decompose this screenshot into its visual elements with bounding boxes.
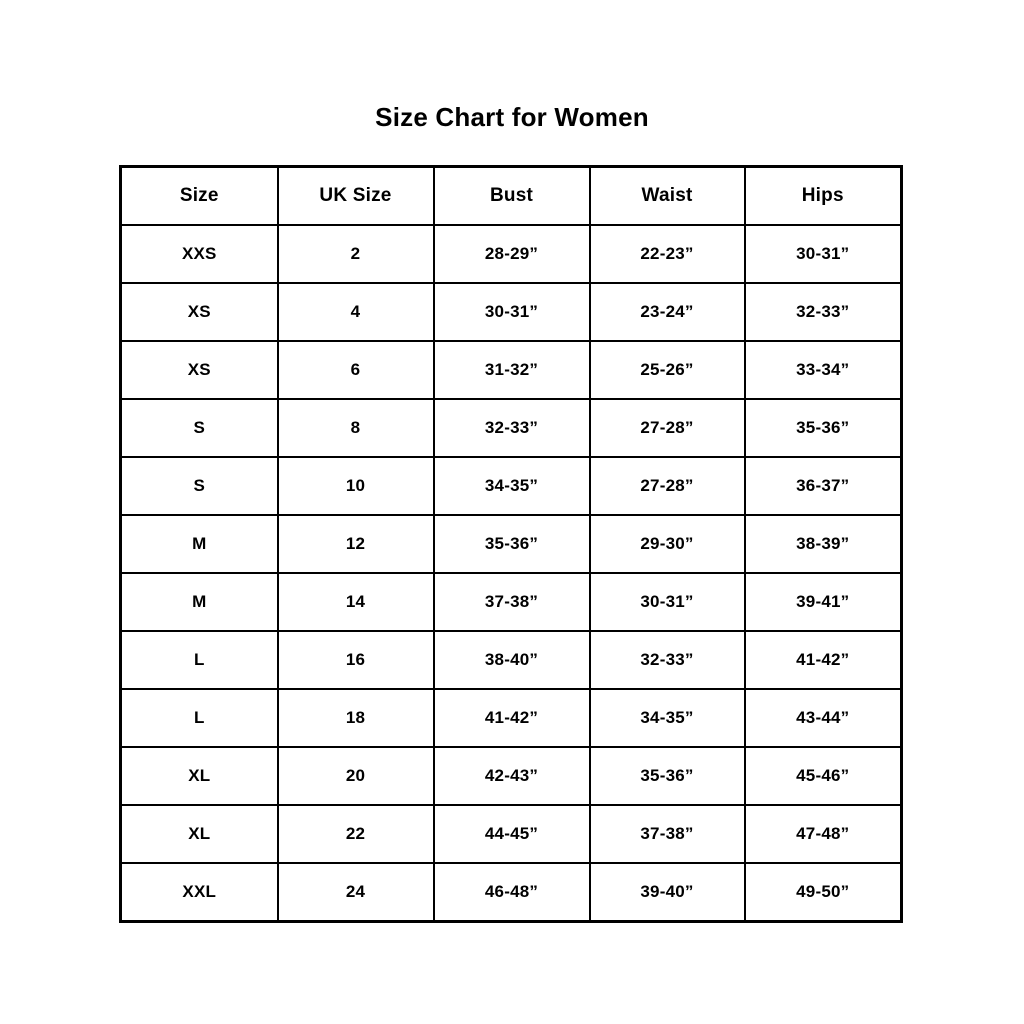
cell-waist: 22-23”: [588, 224, 746, 284]
cell-uk-size: 20: [276, 746, 435, 806]
cell-bust: 46-48”: [432, 862, 591, 923]
cell-bust: 44-45”: [432, 804, 591, 864]
cell-bust: 28-29”: [432, 224, 591, 284]
cell-bust: 32-33”: [432, 398, 591, 458]
table-row: L 18 41-42” 34-35” 43-44”: [119, 688, 903, 748]
column-header-size: Size: [119, 165, 279, 226]
cell-size: XXS: [119, 224, 279, 284]
size-chart-table: Size UK Size Bust Waist Hips XXS 2 28-29…: [119, 165, 903, 923]
cell-uk-size: 6: [276, 340, 435, 400]
cell-bust: 30-31”: [432, 282, 591, 342]
cell-waist: 34-35”: [588, 688, 746, 748]
cell-uk-size: 2: [276, 224, 435, 284]
cell-size: XL: [119, 804, 279, 864]
table-row: L 16 38-40” 32-33” 41-42”: [119, 630, 903, 690]
table-row: XS 4 30-31” 23-24” 32-33”: [119, 282, 903, 342]
table-row: XS 6 31-32” 25-26” 33-34”: [119, 340, 903, 400]
cell-hips: 33-34”: [743, 340, 903, 400]
cell-uk-size: 14: [276, 572, 435, 632]
cell-uk-size: 16: [276, 630, 435, 690]
cell-uk-size: 12: [276, 514, 435, 574]
table-row: XXS 2 28-29” 22-23” 30-31”: [119, 224, 903, 284]
cell-size: S: [119, 456, 279, 516]
cell-size: XS: [119, 282, 279, 342]
cell-hips: 49-50”: [743, 862, 903, 923]
cell-size: M: [119, 572, 279, 632]
cell-hips: 45-46”: [743, 746, 903, 806]
cell-hips: 38-39”: [743, 514, 903, 574]
cell-bust: 34-35”: [432, 456, 591, 516]
cell-hips: 43-44”: [743, 688, 903, 748]
cell-uk-size: 18: [276, 688, 435, 748]
cell-hips: 47-48”: [743, 804, 903, 864]
table-row: M 12 35-36” 29-30” 38-39”: [119, 514, 903, 574]
cell-size: M: [119, 514, 279, 574]
cell-bust: 31-32”: [432, 340, 591, 400]
cell-size: L: [119, 630, 279, 690]
cell-uk-size: 8: [276, 398, 435, 458]
cell-hips: 30-31”: [743, 224, 903, 284]
table-row: XXL 24 46-48” 39-40” 49-50”: [119, 862, 903, 923]
cell-waist: 39-40”: [588, 862, 746, 923]
cell-size: L: [119, 688, 279, 748]
cell-waist: 27-28”: [588, 398, 746, 458]
table-header: Size UK Size Bust Waist Hips: [119, 165, 903, 226]
page-title: Size Chart for Women: [375, 102, 649, 132]
size-chart-table-container: Size UK Size Bust Waist Hips XXS 2 28-29…: [119, 165, 903, 923]
column-header-uk-size: UK Size: [276, 165, 435, 226]
table-body: XXS 2 28-29” 22-23” 30-31” XS 4 30-31” 2…: [119, 224, 903, 923]
cell-hips: 41-42”: [743, 630, 903, 690]
column-header-bust: Bust: [432, 165, 591, 226]
cell-hips: 32-33”: [743, 282, 903, 342]
cell-hips: 35-36”: [743, 398, 903, 458]
cell-bust: 41-42”: [432, 688, 591, 748]
table-row: S 10 34-35” 27-28” 36-37”: [119, 456, 903, 516]
cell-size: XS: [119, 340, 279, 400]
table-row: S 8 32-33” 27-28” 35-36”: [119, 398, 903, 458]
column-header-hips: Hips: [743, 165, 903, 226]
table-row: M 14 37-38” 30-31” 39-41”: [119, 572, 903, 632]
cell-waist: 29-30”: [588, 514, 746, 574]
cell-waist: 35-36”: [588, 746, 746, 806]
cell-size: S: [119, 398, 279, 458]
table-row: XL 20 42-43” 35-36” 45-46”: [119, 746, 903, 806]
cell-waist: 23-24”: [588, 282, 746, 342]
cell-bust: 35-36”: [432, 514, 591, 574]
cell-uk-size: 4: [276, 282, 435, 342]
cell-hips: 36-37”: [743, 456, 903, 516]
cell-waist: 37-38”: [588, 804, 746, 864]
column-header-waist: Waist: [588, 165, 746, 226]
cell-uk-size: 24: [276, 862, 435, 923]
cell-waist: 25-26”: [588, 340, 746, 400]
cell-hips: 39-41”: [743, 572, 903, 632]
cell-bust: 42-43”: [432, 746, 591, 806]
table-header-row: Size UK Size Bust Waist Hips: [119, 165, 903, 226]
cell-bust: 38-40”: [432, 630, 591, 690]
cell-waist: 30-31”: [588, 572, 746, 632]
cell-waist: 32-33”: [588, 630, 746, 690]
cell-uk-size: 22: [276, 804, 435, 864]
cell-size: XXL: [119, 862, 279, 923]
table-row: XL 22 44-45” 37-38” 47-48”: [119, 804, 903, 864]
cell-waist: 27-28”: [588, 456, 746, 516]
cell-uk-size: 10: [276, 456, 435, 516]
cell-bust: 37-38”: [432, 572, 591, 632]
cell-size: XL: [119, 746, 279, 806]
